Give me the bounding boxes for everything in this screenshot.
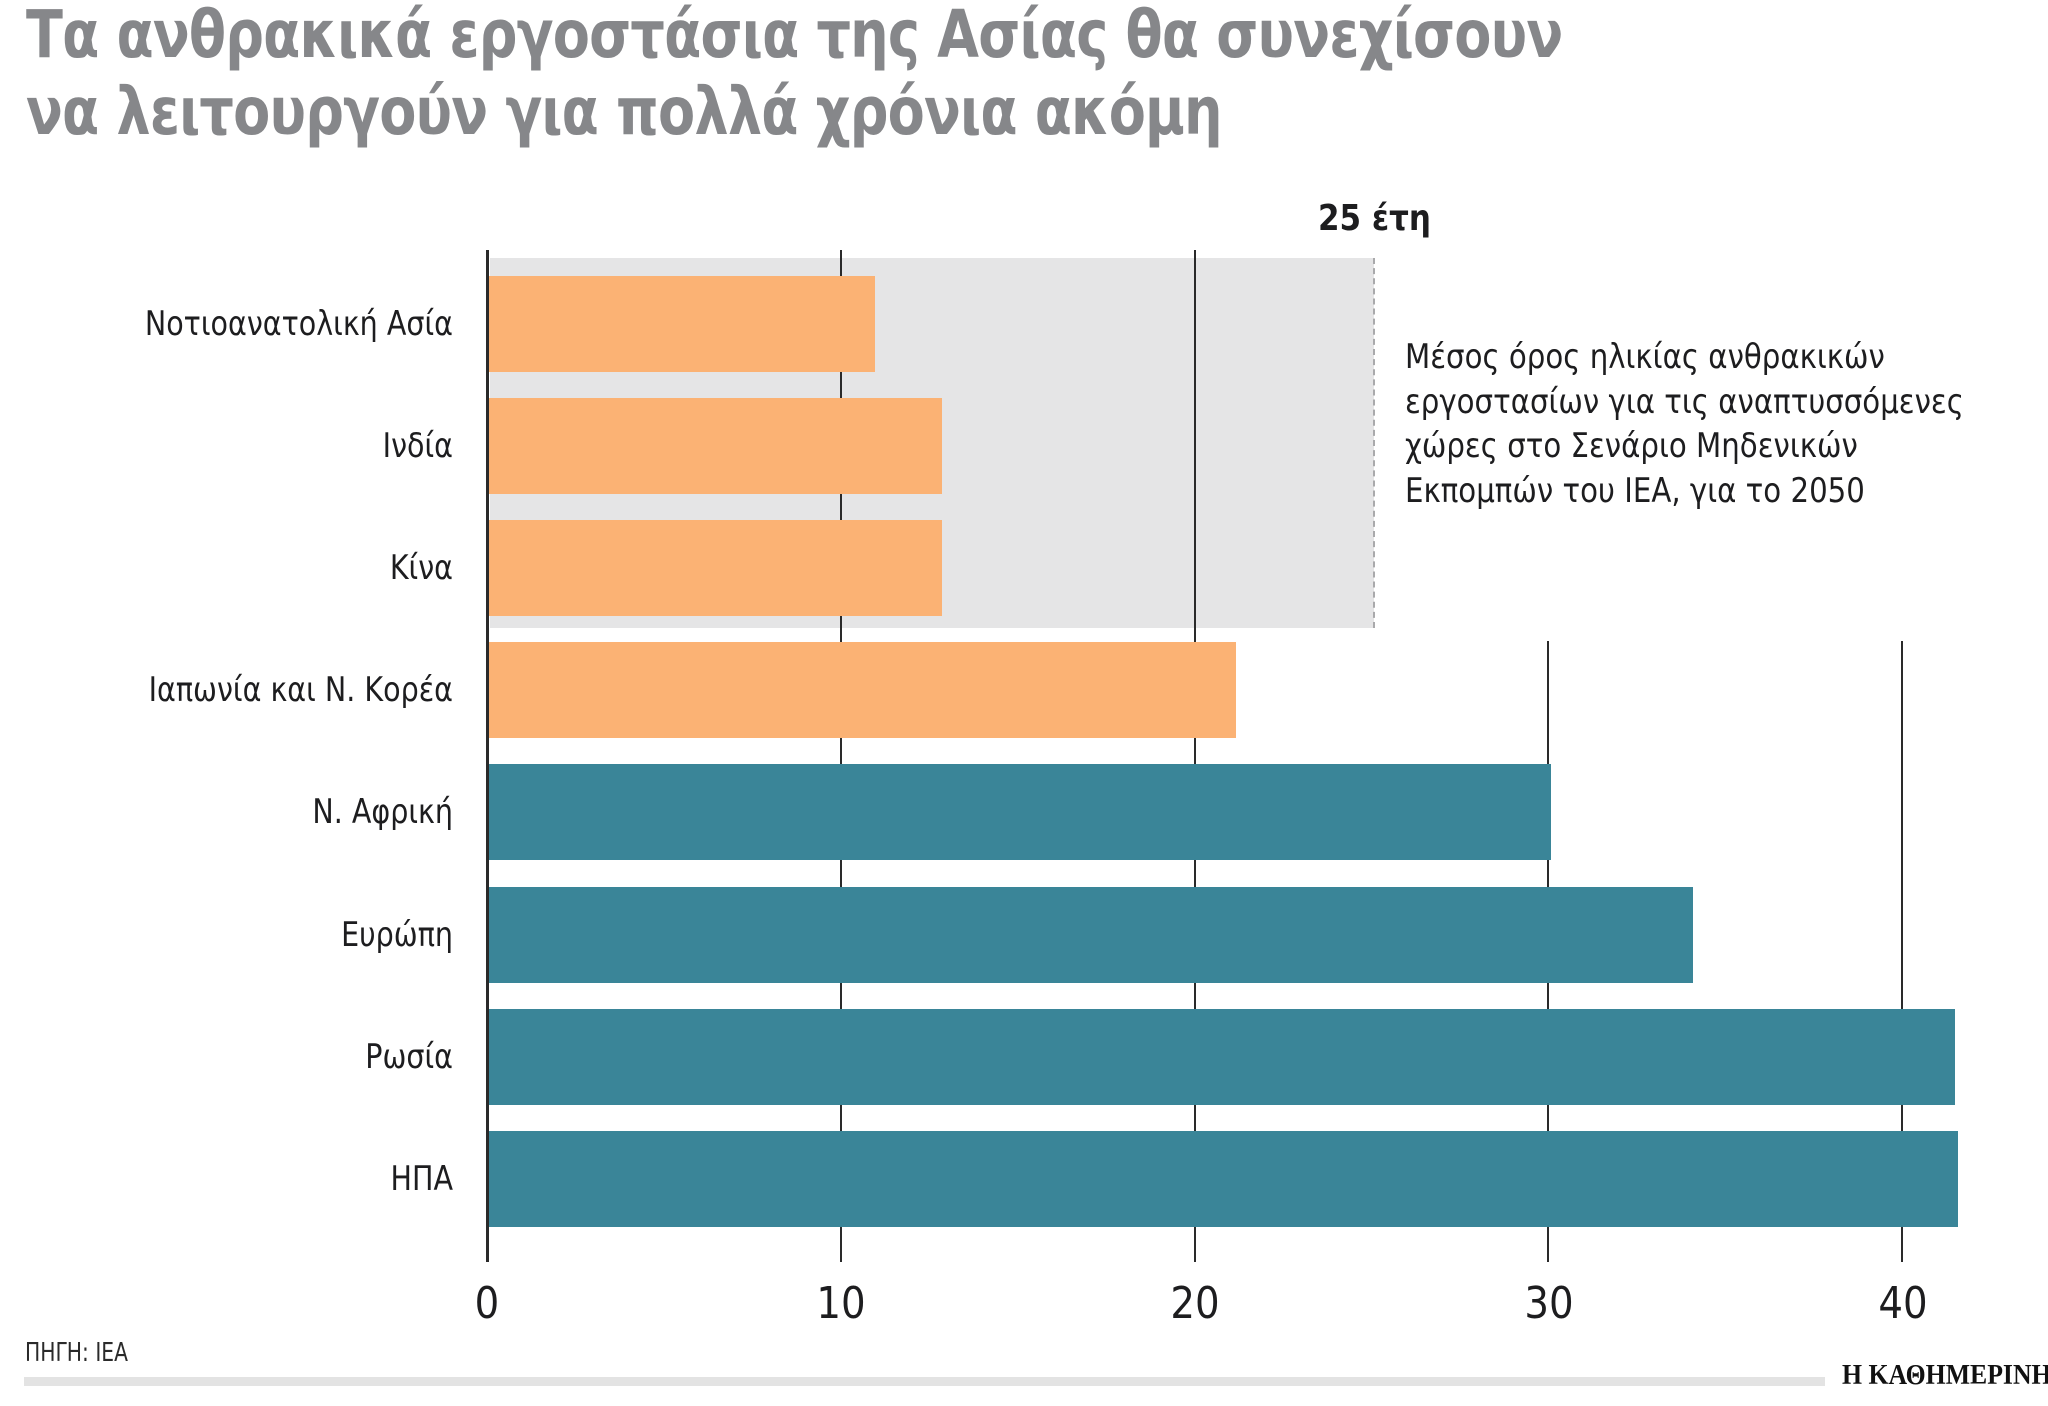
category-label: Ιαπωνία και Ν. Κορέα — [148, 670, 454, 710]
x-tick-label: 0 — [474, 1278, 500, 1329]
publisher-logo: Η ΚΑΘΗΜΕΡΙΝΗ — [1842, 1360, 2048, 1391]
chart-title: Τα ανθρακικά εργοστάσια της Ασίας θα συν… — [26, 0, 1563, 150]
bar-0 — [489, 276, 875, 372]
annotation-line-3: χώρες στο Σενάριο Μηδενικών — [1405, 426, 1858, 466]
x-tick-label: 10 — [816, 1278, 866, 1329]
reference-dashed-line — [1373, 258, 1375, 628]
source-note: ΠΗΓΗ: IEA — [25, 1338, 128, 1368]
category-label: Ευρώπη — [341, 915, 453, 955]
category-label: Νοτιοανατολική Ασία — [144, 304, 453, 344]
category-label: Κίνα — [389, 548, 453, 588]
category-label: ΗΠΑ — [390, 1159, 453, 1199]
gridline-40 — [1901, 641, 1903, 1262]
gridline-20 — [1194, 250, 1196, 1262]
annotation-line-2: εργοστασίων για τις αναπτυσσόμενες — [1405, 381, 1964, 422]
x-tick-label: 40 — [1878, 1278, 1928, 1329]
category-label: Ινδία — [382, 426, 453, 466]
annotation-line-1: Μέσος όρος ηλικίας ανθρακικών — [1405, 337, 1885, 377]
x-tick-label: 30 — [1524, 1278, 1574, 1329]
gridline-10 — [840, 250, 842, 1262]
footer-divider — [24, 1377, 1825, 1386]
bar-1 — [489, 398, 942, 494]
chart-title-line-2: να λειτουργούν για πολλά χρόνια ακόμη — [26, 73, 1223, 150]
bar-3 — [489, 642, 1236, 738]
reference-annotation: Μέσος όρος ηλικίας ανθρακικών εργοστασίω… — [1405, 335, 1964, 513]
chart-title-line-1: Τα ανθρακικά εργοστάσια της Ασίας θα συν… — [26, 0, 1563, 73]
bar-4 — [489, 764, 1551, 860]
x-tick-label: 20 — [1170, 1278, 1220, 1329]
bar-2 — [489, 520, 942, 616]
bar-5 — [489, 887, 1693, 983]
y-axis-line — [486, 250, 489, 1262]
annotation-line-4: Εκπομπών του ΙΕΑ, για το 2050 — [1405, 470, 1865, 511]
category-label: Ρωσία — [365, 1037, 453, 1077]
reference-label: 25 έτη — [1318, 198, 1431, 239]
bar-6 — [489, 1009, 1955, 1105]
category-label: Ν. Αφρική — [312, 792, 453, 832]
bar-7 — [489, 1131, 1958, 1227]
